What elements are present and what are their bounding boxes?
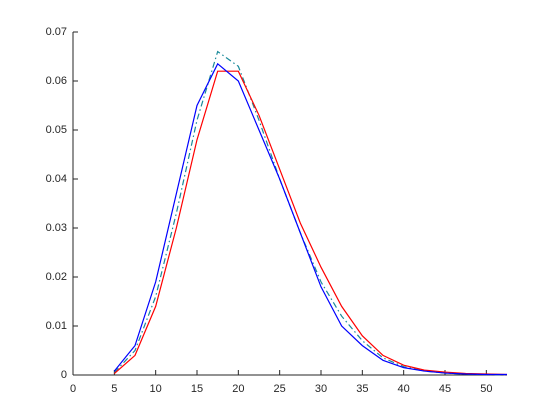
- x-tick-label: 45: [439, 383, 451, 395]
- x-tick-label: 50: [480, 383, 492, 395]
- x-tick-label: 25: [274, 383, 286, 395]
- x-tick-label: 10: [150, 383, 162, 395]
- x-tick-label: 0: [70, 383, 76, 395]
- x-tick-label: 35: [356, 383, 368, 395]
- data-line: [113, 62, 507, 376]
- y-tick-label: 0.02: [46, 271, 67, 283]
- y-tick-label: 0.06: [46, 75, 67, 87]
- y-tick-label: 0.07: [46, 26, 67, 38]
- y-tick-label: 0.04: [46, 173, 67, 185]
- y-tick-label: 0: [61, 369, 67, 381]
- x-tick-label: 40: [398, 383, 410, 395]
- y-tick-label: 0.01: [46, 320, 67, 332]
- x-tick-label: 30: [315, 383, 327, 395]
- data-line: [113, 70, 508, 376]
- x-tick-label: 15: [191, 383, 203, 395]
- x-tick-label: 20: [232, 383, 244, 395]
- y-tick-label: 0.03: [46, 222, 67, 234]
- x-tick-label: 5: [111, 383, 117, 395]
- y-tick-label: 0.05: [46, 124, 67, 136]
